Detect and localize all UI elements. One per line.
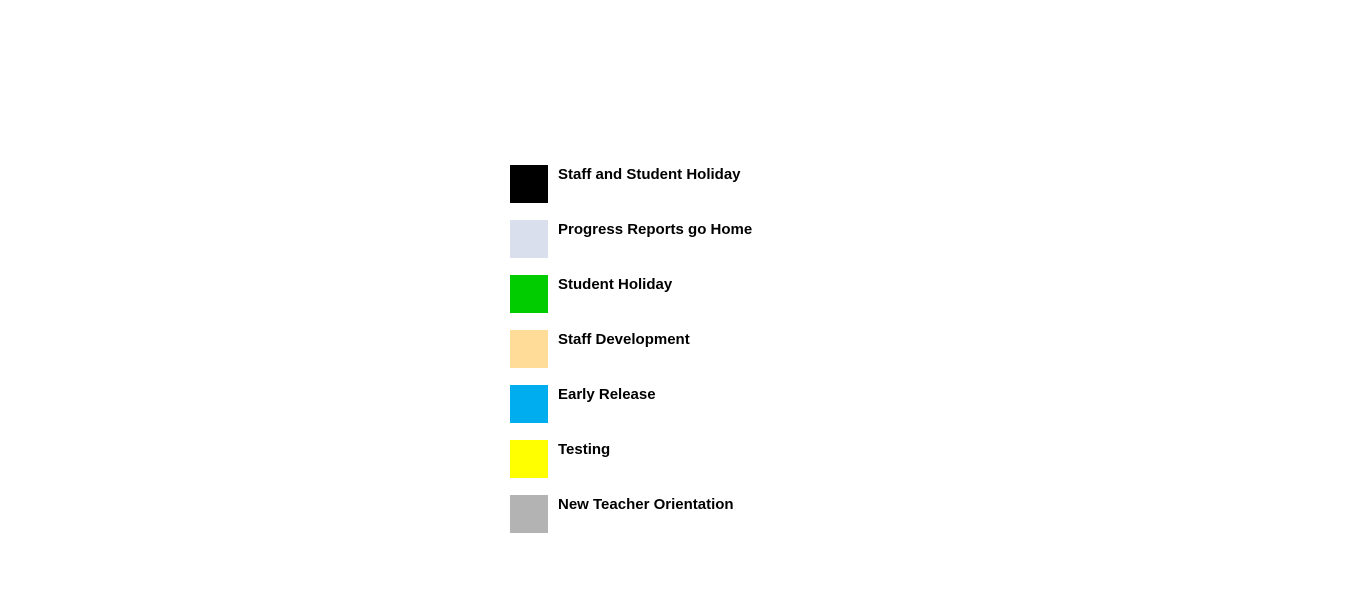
swatch — [510, 275, 548, 313]
swatch — [510, 330, 548, 368]
legend-item: New Teacher Orientation — [510, 495, 752, 533]
legend-item: Testing — [510, 440, 752, 478]
legend-item: Progress Reports go Home — [510, 220, 752, 258]
swatch — [510, 385, 548, 423]
legend-item: Staff and Student Holiday — [510, 165, 752, 203]
legend-item: Student Holiday — [510, 275, 752, 313]
legend: Staff and Student Holiday Progress Repor… — [510, 165, 752, 550]
legend-item: Early Release — [510, 385, 752, 423]
legend-label: Early Release — [558, 385, 656, 404]
legend-label: Staff and Student Holiday — [558, 165, 741, 184]
legend-label: New Teacher Orientation — [558, 495, 734, 514]
legend-label: Staff Development — [558, 330, 690, 349]
swatch — [510, 165, 548, 203]
swatch — [510, 220, 548, 258]
swatch — [510, 440, 548, 478]
legend-item: Staff Development — [510, 330, 752, 368]
legend-label: Progress Reports go Home — [558, 220, 752, 239]
legend-label: Student Holiday — [558, 275, 672, 294]
swatch — [510, 495, 548, 533]
legend-label: Testing — [558, 440, 610, 459]
